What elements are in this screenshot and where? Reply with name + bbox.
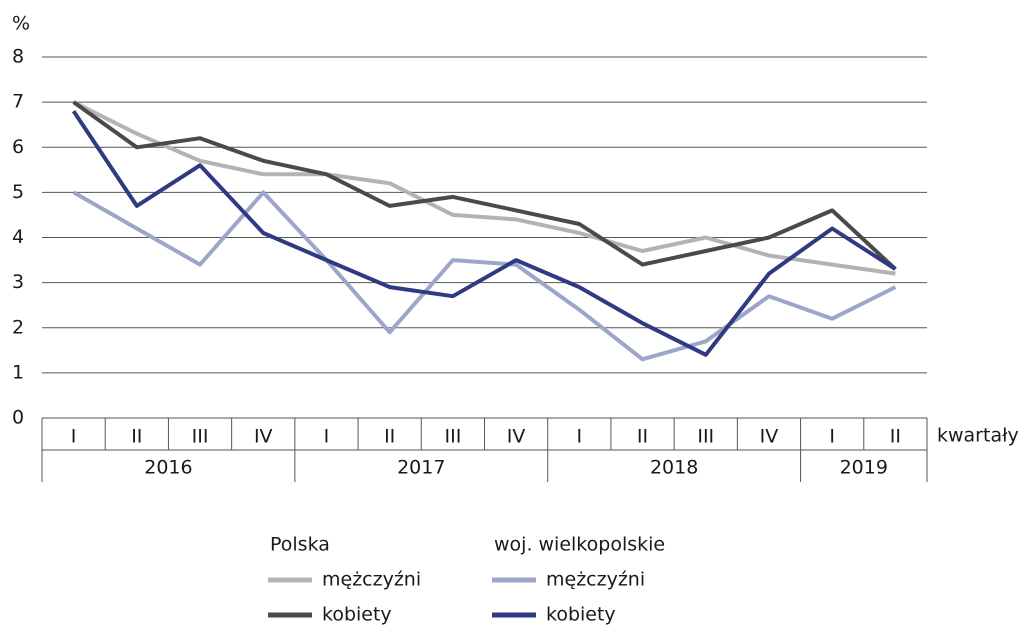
x-tick-label: I	[324, 426, 330, 448]
x-tick-label: IV	[507, 426, 526, 448]
legend-label: kobiety	[546, 604, 616, 626]
x-tick-label: I	[577, 426, 583, 448]
x-group-label: 2018	[650, 457, 698, 479]
y-tick-label: 2	[12, 316, 24, 338]
legend-label: mężczyźni	[546, 569, 645, 591]
legend-group-title: Polska	[270, 534, 330, 556]
y-tick-label: 4	[12, 226, 24, 248]
y-tick-label: 5	[12, 181, 24, 203]
x-tick-label: III	[444, 426, 461, 448]
y-tick-label: 3	[12, 271, 24, 293]
y-tick-label: 1	[12, 361, 24, 383]
y-tick-label: 8	[12, 46, 24, 68]
legend-group-title: woj. wielkopolskie	[494, 534, 665, 556]
legend-label: kobiety	[322, 604, 392, 626]
y-tick-label: 7	[12, 91, 24, 113]
x-tick-label: I	[829, 426, 835, 448]
x-tick-label: II	[131, 426, 142, 448]
x-tick-label: II	[890, 426, 901, 448]
x-tick-label: II	[637, 426, 648, 448]
y-axis-label: %	[12, 13, 30, 35]
legend-label: mężczyźni	[322, 569, 421, 591]
x-tick-label: III	[697, 426, 714, 448]
x-tick-label: II	[384, 426, 395, 448]
line-series	[72, 190, 897, 362]
x-group-label: 2017	[397, 457, 445, 479]
line-series	[72, 100, 896, 276]
x-group-label: 2016	[144, 457, 192, 479]
x-tick-label: IV	[254, 426, 273, 448]
x-tick-label: III	[192, 426, 209, 448]
x-tick-label: IV	[760, 426, 779, 448]
line-series	[71, 110, 897, 357]
x-group-label: 2019	[840, 457, 888, 479]
y-tick-label: 0	[12, 407, 24, 429]
x-axis-label: kwartały	[937, 425, 1019, 447]
line-series	[72, 100, 897, 271]
x-tick-label: I	[71, 426, 77, 448]
y-tick-label: 6	[12, 136, 24, 158]
